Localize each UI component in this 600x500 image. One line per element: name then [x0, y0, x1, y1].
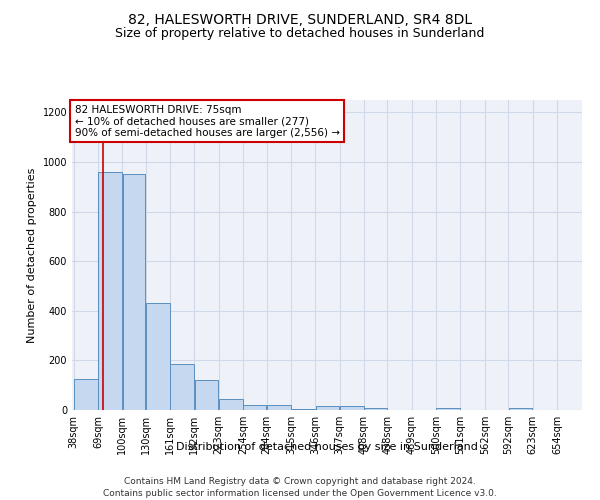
Text: Distribution of detached houses by size in Sunderland: Distribution of detached houses by size …: [176, 442, 478, 452]
Y-axis label: Number of detached properties: Number of detached properties: [27, 168, 37, 342]
Bar: [244, 405, 266, 410]
Text: Contains HM Land Registry data © Crown copyright and database right 2024.: Contains HM Land Registry data © Crown c…: [124, 478, 476, 486]
Text: Contains public sector information licensed under the Open Government Licence v3: Contains public sector information licen…: [103, 489, 497, 498]
Bar: [267, 405, 290, 410]
Text: Size of property relative to detached houses in Sunderland: Size of property relative to detached ho…: [115, 28, 485, 40]
Bar: [436, 408, 460, 410]
Bar: [291, 409, 315, 410]
Bar: [74, 379, 98, 410]
Bar: [364, 408, 387, 410]
Text: 82 HALESWORTH DRIVE: 75sqm
← 10% of detached houses are smaller (277)
90% of sem: 82 HALESWORTH DRIVE: 75sqm ← 10% of deta…: [74, 104, 340, 138]
Bar: [98, 172, 122, 410]
Bar: [316, 406, 339, 410]
Bar: [170, 364, 194, 410]
Bar: [340, 406, 364, 410]
Bar: [122, 174, 145, 410]
Bar: [195, 380, 218, 410]
Bar: [146, 304, 170, 410]
Text: 82, HALESWORTH DRIVE, SUNDERLAND, SR4 8DL: 82, HALESWORTH DRIVE, SUNDERLAND, SR4 8D…: [128, 12, 472, 26]
Bar: [509, 408, 532, 410]
Bar: [219, 399, 242, 410]
